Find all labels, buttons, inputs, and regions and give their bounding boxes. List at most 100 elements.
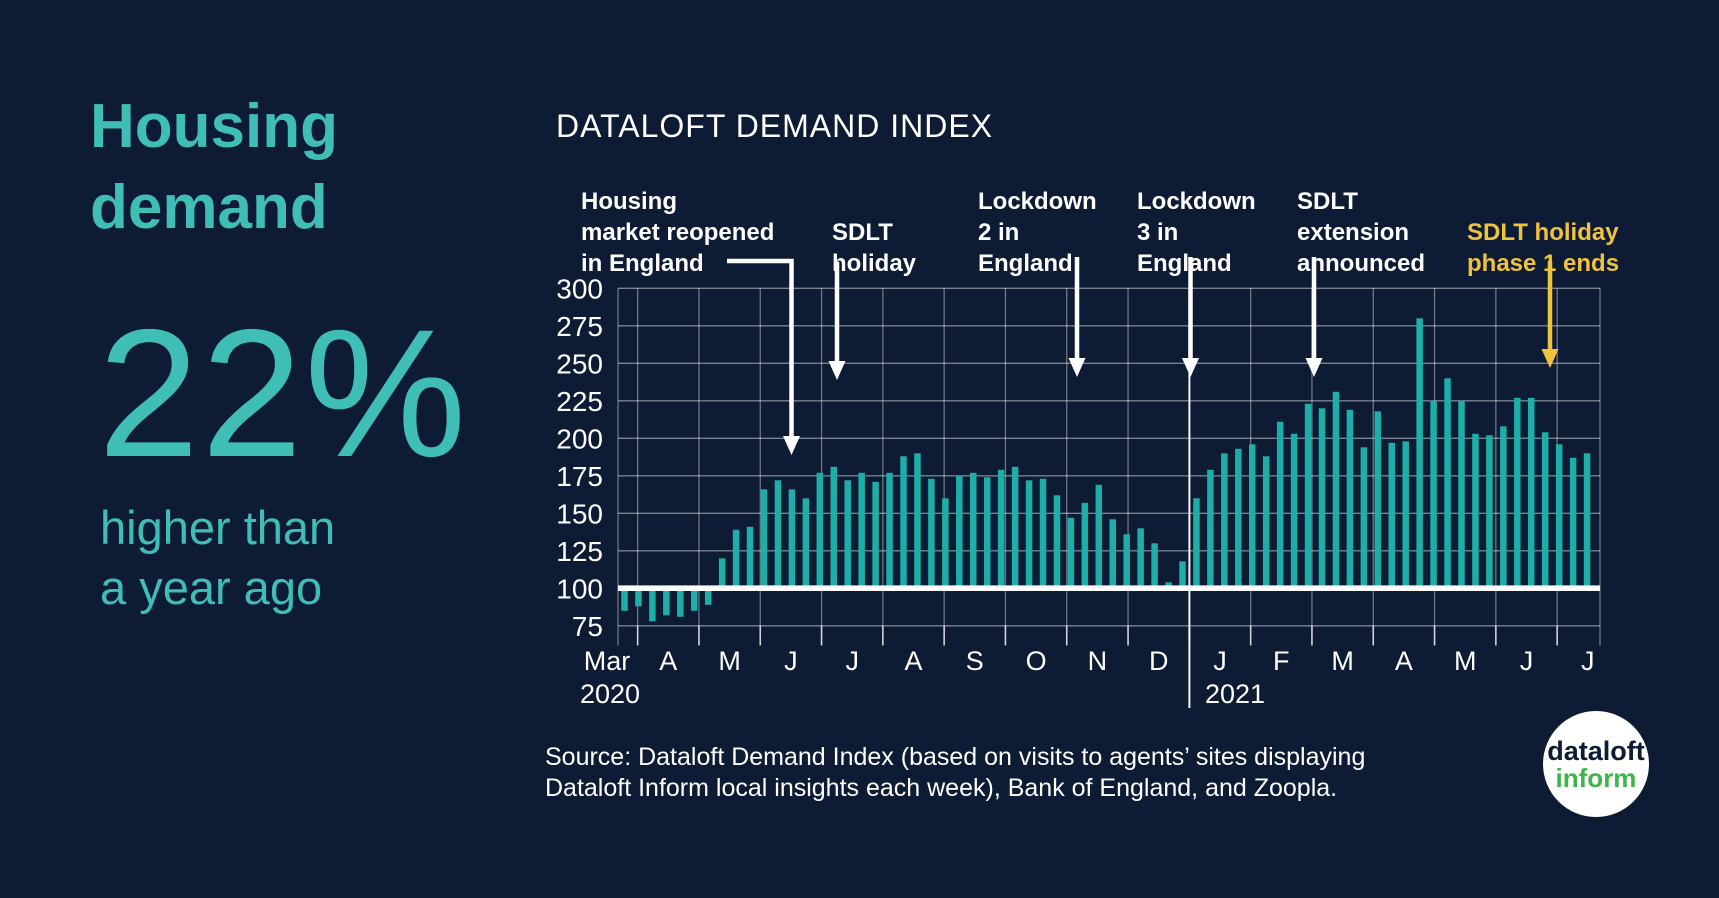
- page-title-line2: demand: [90, 173, 328, 242]
- bar: [1221, 453, 1228, 589]
- bar: [788, 489, 796, 589]
- annotation-arrowhead: [1068, 358, 1086, 377]
- x-axis-month-label: N: [1088, 646, 1108, 676]
- bar: [886, 472, 893, 589]
- x-axis-month-label: J: [1581, 646, 1595, 676]
- annotation-arrowhead: [783, 436, 800, 455]
- bar: [1081, 502, 1089, 589]
- bar: [691, 588, 698, 611]
- bar: [1151, 543, 1158, 589]
- bar: [1416, 318, 1423, 589]
- annotation-arrow-elbow: [727, 258, 794, 437]
- bar: [1276, 421, 1284, 589]
- x-axis-month-label: F: [1273, 646, 1290, 676]
- bar: [1332, 391, 1340, 589]
- bar: [1528, 397, 1535, 589]
- annotation-market-reopened: Housing market reopened in England: [581, 188, 775, 277]
- y-axis-label: 175: [556, 461, 603, 492]
- bar: [1193, 498, 1200, 589]
- bar: [997, 469, 1005, 589]
- x-axis-month-label: M: [1454, 646, 1477, 676]
- bar: [1318, 408, 1326, 589]
- bar: [1472, 433, 1479, 589]
- bar: [1555, 444, 1563, 589]
- chart-title: DATALOFT DEMAND INDEX: [556, 108, 994, 144]
- bar: [872, 481, 879, 589]
- bar: [760, 489, 768, 589]
- x-axis-month-label: M: [1331, 646, 1354, 676]
- bar: [663, 588, 670, 616]
- y-axis-label: 200: [556, 423, 603, 454]
- bar: [928, 478, 935, 589]
- bar: [844, 480, 851, 589]
- bar: [1290, 433, 1298, 589]
- dataloft-inform-logo: dataloft inform: [1543, 711, 1649, 817]
- bar: [1011, 466, 1019, 589]
- bar: [1109, 519, 1116, 589]
- bar: [1025, 480, 1033, 589]
- annotation-lockdown-2: Lockdown 2 in England: [978, 188, 1097, 277]
- y-axis-label: 100: [556, 573, 603, 604]
- bar: [1095, 484, 1103, 589]
- annotation-arrowhead: [1541, 349, 1559, 368]
- x-axis-month-label: A: [659, 646, 677, 676]
- x-axis-month-label: Mar: [584, 646, 631, 676]
- bar: [1067, 517, 1075, 589]
- x-axis-month-label: O: [1026, 646, 1047, 676]
- bar: [649, 588, 656, 622]
- bar: [1374, 411, 1382, 589]
- bar: [774, 480, 782, 589]
- bar: [1165, 582, 1172, 589]
- bar: [983, 477, 991, 589]
- bar: [704, 588, 712, 605]
- bar: [1123, 534, 1130, 589]
- x-axis-month-label: J: [1520, 646, 1534, 676]
- bar: [1430, 400, 1437, 589]
- bar: [1541, 432, 1549, 589]
- annotation-lockdown-3: Lockdown 3 in England: [1137, 188, 1256, 277]
- bar: [1039, 478, 1047, 589]
- annotation-arrowhead: [828, 361, 846, 380]
- x-axis-month-label: J: [1213, 646, 1227, 676]
- bar: [621, 588, 628, 611]
- baseline-100: [618, 585, 1600, 591]
- annotation-sdlt-extension: SDLT extension announced: [1297, 188, 1426, 277]
- annotation-arrowhead: [1182, 358, 1199, 377]
- page-title: Housing demand: [90, 86, 338, 248]
- stat-caption-line1: higher than: [100, 501, 336, 554]
- x-axis-month-label: D: [1149, 646, 1169, 676]
- x-axis-month-label: M: [718, 646, 741, 676]
- bar: [1458, 400, 1465, 589]
- bar: [1304, 403, 1312, 589]
- x-axis-month-label: A: [904, 646, 922, 676]
- bar: [1179, 561, 1186, 589]
- bar: [1569, 457, 1577, 589]
- annotation-arrowhead: [1305, 358, 1323, 377]
- bar: [1360, 447, 1368, 589]
- y-axis-label: 150: [556, 498, 603, 529]
- x-axis-month-label: J: [784, 646, 798, 676]
- bar: [858, 472, 865, 589]
- bar: [1486, 435, 1493, 589]
- bar: [677, 588, 684, 617]
- bar: [1207, 469, 1214, 589]
- bar: [956, 475, 963, 589]
- bar: [1053, 495, 1061, 589]
- y-axis-label: 300: [556, 273, 603, 304]
- logo-inform-text: inform: [1555, 762, 1637, 793]
- bar: [1249, 444, 1256, 589]
- year-label-2020: 2020: [580, 679, 640, 709]
- y-axis-label: 125: [556, 536, 603, 567]
- bar: [1346, 409, 1354, 589]
- bar: [1235, 448, 1242, 589]
- bar: [1137, 528, 1144, 589]
- bar: [1444, 378, 1451, 589]
- bar: [1388, 442, 1395, 589]
- x-axis-month-label: A: [1395, 646, 1413, 676]
- bar: [732, 529, 740, 589]
- year-label-2021: 2021: [1205, 679, 1265, 709]
- bar: [830, 466, 837, 589]
- bar: [1500, 426, 1507, 589]
